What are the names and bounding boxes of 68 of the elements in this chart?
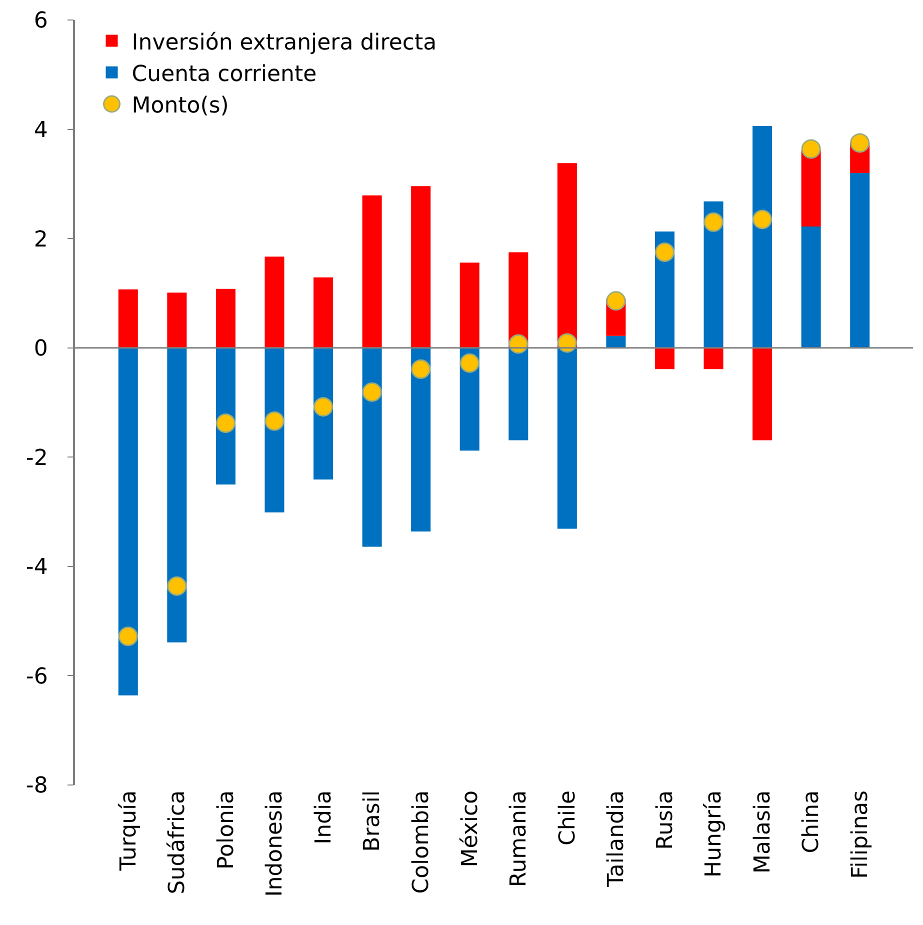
- point: [557, 333, 577, 353]
- bar: [557, 348, 577, 529]
- x-tick-label: Chile: [555, 790, 580, 846]
- point: [752, 210, 772, 230]
- point: [314, 397, 334, 417]
- bar: [216, 288, 236, 348]
- bar: [752, 348, 772, 440]
- x-tick-label: Rumania: [506, 790, 532, 888]
- bar: [850, 173, 870, 348]
- point: [704, 212, 724, 232]
- point: [216, 414, 236, 433]
- y-tick-label: 2: [34, 227, 48, 252]
- y-tick-label: 6: [34, 8, 48, 34]
- legend-label: Inversión extranjera directa: [132, 30, 437, 56]
- point: [362, 382, 382, 402]
- bar: [264, 256, 284, 348]
- point: [167, 576, 187, 596]
- x-tick-label: Tailandia: [604, 790, 630, 888]
- point: [606, 291, 626, 311]
- x-tick-label: Rusia: [652, 790, 678, 850]
- bar: [801, 150, 821, 227]
- bar: [801, 226, 821, 348]
- bar: [411, 186, 431, 348]
- point: [508, 334, 528, 354]
- y-tick-label: -4: [26, 555, 48, 580]
- point: [411, 359, 431, 379]
- bar: [557, 163, 577, 348]
- bar: [508, 348, 528, 440]
- bar: [118, 289, 138, 348]
- point: [264, 411, 284, 431]
- legend-label: Monto(s): [132, 94, 229, 119]
- point: [118, 626, 138, 646]
- point: [801, 139, 821, 159]
- x-tick-label: Malasia: [750, 790, 776, 874]
- bar: [264, 348, 284, 512]
- x-tick-label: Indonesia: [262, 790, 288, 897]
- bar: [314, 277, 334, 348]
- x-tick-label: Polonia: [214, 790, 239, 870]
- x-tick-label: Sudáfrica: [165, 790, 190, 894]
- bar: [362, 195, 382, 348]
- x-tick-label: Brasil: [360, 790, 386, 852]
- bar: [167, 348, 187, 642]
- y-tick-label: -6: [26, 664, 48, 690]
- bar: [654, 348, 674, 370]
- bar: [460, 262, 480, 348]
- bar: [411, 348, 431, 532]
- bar: [752, 126, 772, 348]
- point: [850, 133, 870, 153]
- bar: [704, 348, 724, 370]
- y-tick-label: 0: [34, 336, 48, 362]
- legend-label: Cuenta corriente: [132, 62, 317, 87]
- point: [654, 242, 674, 262]
- bar: [704, 201, 724, 348]
- bar: [606, 336, 626, 348]
- point: [460, 353, 480, 373]
- x-tick-label: China: [799, 790, 824, 854]
- y-tick-label: 4: [34, 118, 48, 143]
- x-tick-label: Filipinas: [848, 790, 873, 879]
- x-tick-label: México: [458, 790, 483, 868]
- x-tick-label: Turquía: [116, 790, 142, 872]
- x-tick-label: Hungría: [702, 790, 727, 878]
- x-tick-label: India: [311, 790, 336, 844]
- x-tick-label: Colombia: [408, 790, 434, 894]
- bar: [362, 348, 382, 547]
- bar: [118, 348, 138, 696]
- y-tick-label: -8: [26, 774, 48, 799]
- y-tick-label: -2: [26, 446, 48, 471]
- bar: [167, 292, 187, 348]
